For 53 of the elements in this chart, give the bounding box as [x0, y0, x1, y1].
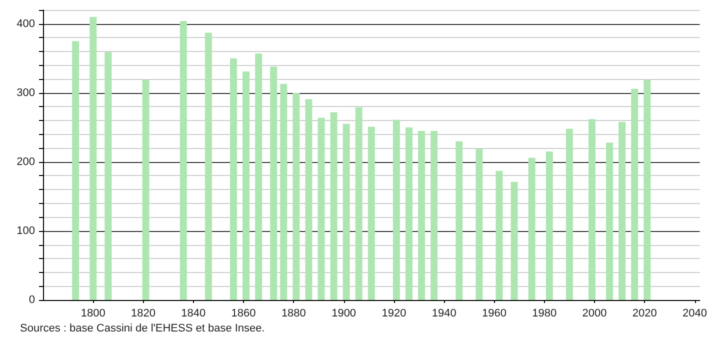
- bar: [355, 107, 362, 300]
- bar: [606, 142, 614, 300]
- x-tick-label: 1840: [181, 308, 206, 320]
- bar: [270, 66, 278, 300]
- bar: [204, 32, 212, 300]
- bar: [142, 80, 150, 300]
- bar: [456, 141, 463, 300]
- x-tick-label: 2020: [632, 308, 657, 320]
- x-tick-label: 2000: [582, 308, 607, 320]
- x-tick-label: 1940: [432, 308, 456, 320]
- bar: [280, 84, 288, 300]
- bar: [405, 127, 412, 300]
- bar: [644, 80, 651, 300]
- x-tick-label: 1980: [532, 308, 557, 320]
- bar: [476, 148, 483, 300]
- bar: [618, 122, 626, 300]
- bar: [255, 54, 262, 300]
- bar: [588, 119, 596, 300]
- bar: [305, 99, 312, 300]
- bar: [566, 128, 573, 300]
- x-tick-label: 1800: [80, 308, 106, 320]
- x-tick-label: 2040: [682, 308, 708, 320]
- x-tick-label: 1880: [281, 308, 306, 320]
- bar: [430, 130, 438, 300]
- bar: [546, 152, 553, 300]
- bar: [510, 182, 518, 300]
- x-tick-label: 1860: [231, 308, 256, 320]
- bar: [631, 88, 638, 300]
- bar: [292, 92, 300, 300]
- bar: [318, 118, 325, 300]
- x-tick-label: 1920: [382, 308, 406, 320]
- bar: [242, 71, 250, 300]
- y-tick-label: 100: [16, 224, 35, 237]
- bar: [342, 124, 350, 300]
- bar: [368, 126, 375, 300]
- bar: [496, 170, 503, 300]
- x-tick-label: 1820: [131, 308, 156, 320]
- bar: [72, 41, 80, 300]
- x-tick-label: 1900: [332, 308, 356, 320]
- bar: [230, 58, 238, 300]
- y-tick-label: 0: [28, 294, 35, 306]
- y-tick-label: 300: [16, 86, 35, 99]
- bar: [104, 52, 112, 300]
- x-tick-label: 1960: [482, 308, 506, 320]
- bar: [90, 16, 97, 300]
- bar: [330, 112, 338, 300]
- y-tick-label: 200: [16, 156, 35, 168]
- y-tick-label: 400: [16, 18, 35, 30]
- bar: [528, 158, 536, 300]
- bar: [418, 130, 426, 300]
- bar: [180, 21, 187, 300]
- source-note: Sources : base Cassini de l'EHESS et base Insee.: [20, 322, 265, 334]
- bar: [392, 120, 400, 300]
